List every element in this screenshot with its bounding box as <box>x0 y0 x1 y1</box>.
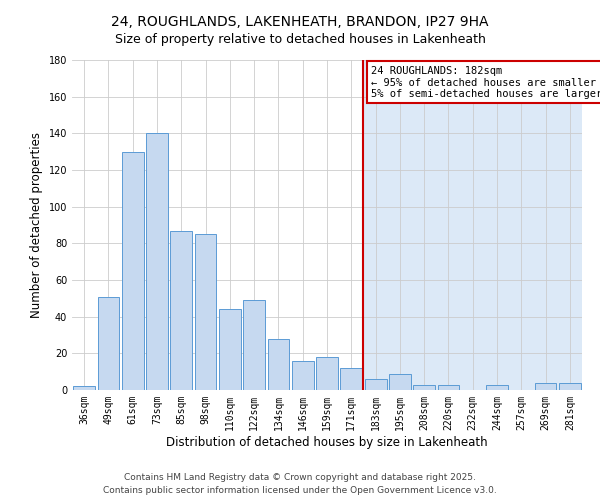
X-axis label: Distribution of detached houses by size in Lakenheath: Distribution of detached houses by size … <box>166 436 488 448</box>
Bar <box>437 384 460 390</box>
Bar <box>389 374 411 390</box>
Bar <box>316 357 338 390</box>
Bar <box>243 300 265 390</box>
Bar <box>122 152 143 390</box>
Bar <box>146 134 168 390</box>
Bar <box>194 234 217 390</box>
Text: Size of property relative to detached houses in Lakenheath: Size of property relative to detached ho… <box>115 32 485 46</box>
Bar <box>97 296 119 390</box>
Bar <box>340 368 362 390</box>
Bar <box>170 230 192 390</box>
Bar <box>219 310 241 390</box>
Y-axis label: Number of detached properties: Number of detached properties <box>30 132 43 318</box>
Bar <box>535 382 556 390</box>
Bar <box>268 338 289 390</box>
Bar <box>292 360 314 390</box>
Text: 24, ROUGHLANDS, LAKENHEATH, BRANDON, IP27 9HA: 24, ROUGHLANDS, LAKENHEATH, BRANDON, IP2… <box>111 15 489 29</box>
Bar <box>559 382 581 390</box>
Text: Contains HM Land Registry data © Crown copyright and database right 2025.
Contai: Contains HM Land Registry data © Crown c… <box>103 474 497 495</box>
Text: 24 ROUGHLANDS: 182sqm
← 95% of detached houses are smaller (656)
5% of semi-deta: 24 ROUGHLANDS: 182sqm ← 95% of detached … <box>371 66 600 98</box>
Bar <box>73 386 95 390</box>
Bar <box>413 384 435 390</box>
Bar <box>364 60 582 390</box>
Bar <box>365 379 386 390</box>
Bar <box>486 384 508 390</box>
Bar <box>72 60 364 390</box>
